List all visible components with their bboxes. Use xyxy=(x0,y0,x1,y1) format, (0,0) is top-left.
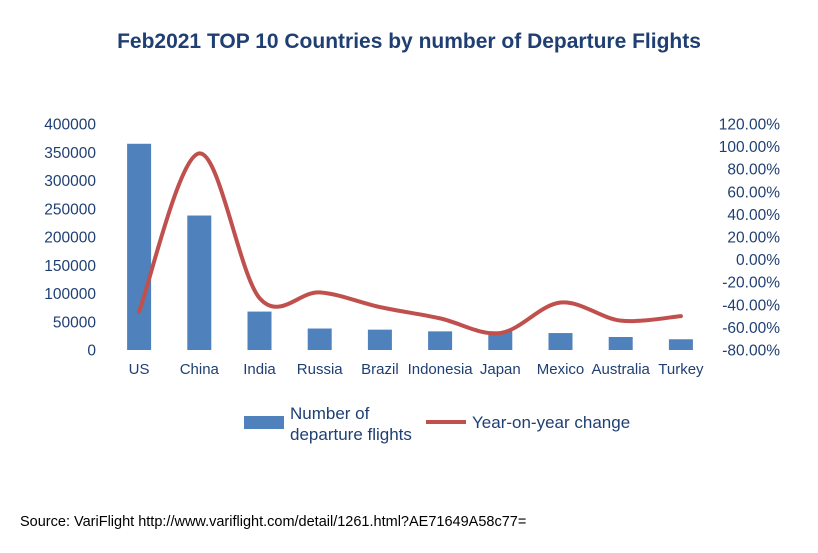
legend: Number of departure flights Year-on-year c… xyxy=(244,404,630,444)
category-label: Australia xyxy=(592,361,651,378)
bar xyxy=(428,331,453,350)
right-tick-label: -80.00% xyxy=(722,343,780,360)
category-label: Indonesia xyxy=(408,361,474,378)
bar xyxy=(187,215,212,350)
right-tick-label: -60.00% xyxy=(722,320,780,337)
category-axis: US China India Russia Brazil Indonesia Japan Me… xyxy=(129,361,704,378)
right-tick-label: -20.00% xyxy=(722,275,780,292)
bar xyxy=(608,337,633,350)
category-label: Mexico xyxy=(537,361,585,378)
legend-bar-label-line: Number of xyxy=(290,404,370,423)
bar xyxy=(488,331,513,350)
bar xyxy=(668,339,693,350)
category-label: China xyxy=(180,361,220,378)
right-tick-label: 80.00% xyxy=(727,162,780,179)
right-tick-label: 0.00% xyxy=(736,252,780,269)
left-tick-label: 0 xyxy=(87,343,96,360)
category-label: US xyxy=(129,361,150,378)
category-label: Turkey xyxy=(658,361,704,378)
left-tick-label: 350000 xyxy=(44,145,96,162)
left-tick-label: 150000 xyxy=(44,258,96,275)
bar xyxy=(127,143,152,350)
right-tick-label: 60.00% xyxy=(727,184,780,201)
category-label: India xyxy=(243,361,276,378)
left-tick-label: 50000 xyxy=(53,314,96,331)
source-note: Source: VariFlight http://www.variflight… xyxy=(20,514,527,530)
right-tick-label: 20.00% xyxy=(727,230,780,247)
bar-series xyxy=(127,143,693,350)
bar xyxy=(307,328,332,350)
bar xyxy=(247,311,272,350)
legend-bar-swatch xyxy=(244,416,284,429)
left-tick-label: 250000 xyxy=(44,201,96,218)
category-label: Russia xyxy=(297,361,344,378)
left-tick-label: 200000 xyxy=(44,230,96,247)
left-tick-label: 400000 xyxy=(44,117,96,134)
bar xyxy=(367,329,392,350)
series-line xyxy=(137,151,683,336)
left-axis: 0 50000 100000 150000 200000 250000 300000 3500… xyxy=(44,117,96,360)
category-label: Japan xyxy=(480,361,521,378)
category-label: Brazil xyxy=(361,361,399,378)
left-tick-label: 100000 xyxy=(44,286,96,303)
right-tick-label: 120.00% xyxy=(719,117,780,134)
legend-bar-label-line: departure flights xyxy=(290,425,412,444)
left-tick-label: 300000 xyxy=(44,173,96,190)
right-tick-label: 100.00% xyxy=(719,139,780,156)
chart-title: Feb2021 TOP 10 Countries by number of De… xyxy=(117,30,701,53)
right-tick-label: 40.00% xyxy=(727,207,780,224)
right-tick-label: -40.00% xyxy=(722,297,780,314)
legend-bar-label: Number of departure flights xyxy=(290,404,412,444)
line-series xyxy=(137,151,683,336)
right-axis: -80.00% -60.00% -40.00% -20.00% 0.00% 20.00% 4… xyxy=(719,117,780,360)
legend-line-label: Year-on-year change xyxy=(472,413,630,432)
bar xyxy=(548,333,573,350)
